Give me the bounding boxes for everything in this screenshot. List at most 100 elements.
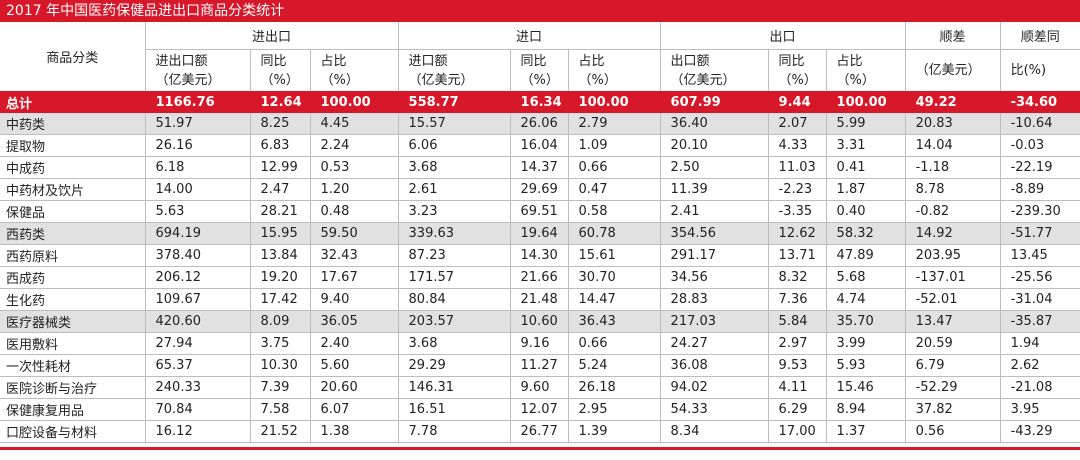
cell: 26.16: [144, 134, 251, 157]
group-row: 商品分类 进出口 进口 出口 顺差 顺差同: [0, 22, 1080, 93]
sub-header: 同比 （%）: [767, 49, 827, 93]
cell: 58.32: [825, 222, 906, 245]
cell: 6.07: [309, 398, 399, 421]
cell: -31.04: [999, 288, 1080, 311]
group-header: 顺差: [904, 22, 1001, 50]
cell: -51.77: [999, 222, 1080, 245]
header-cell: 商品分类: [0, 22, 146, 93]
rows-body: 中药类 51.97 8.25 4.45 15.57 26.06 2.79 36.40 2.07 5…: [0, 112, 1080, 443]
cell: 19.20: [249, 266, 311, 289]
cell: 26.18: [567, 376, 661, 399]
cell: 36.05: [309, 310, 399, 333]
cell: 26.77: [509, 420, 569, 443]
cell: 37.82: [904, 398, 1001, 421]
cell: 医用敷料: [0, 332, 146, 355]
cell: 339.63: [397, 222, 511, 245]
cell: 1.37: [825, 420, 906, 443]
cell: -52.01: [904, 288, 1001, 311]
cell: 5.99: [825, 112, 906, 135]
cell: -2.23: [767, 178, 827, 201]
cell: -25.56: [999, 266, 1080, 289]
cell: 9.16: [509, 332, 569, 355]
cell: 3.31: [825, 134, 906, 157]
bottom-rule: [0, 447, 1080, 450]
cell: 0.66: [567, 332, 661, 355]
row: 口腔设备与材料 16.12 21.52 1.38 7.78 26.77 1.39 8.34 17…: [0, 420, 1080, 443]
cell: 1.38: [309, 420, 399, 443]
cell: 51.97: [144, 112, 251, 135]
cell: 17.42: [249, 288, 311, 311]
cell: 6.29: [767, 398, 827, 421]
cell: 378.40: [144, 244, 251, 267]
cell: 3.75: [249, 332, 311, 355]
total-row: 总计 1166.76 12.64 100.00 558.77 16.34 100.00 607…: [0, 91, 1080, 113]
cell: 9.53: [767, 354, 827, 377]
cell: 7.36: [767, 288, 827, 311]
cell: 11.39: [659, 178, 769, 201]
cell: -239.30: [999, 200, 1080, 223]
cell: 13.71: [767, 244, 827, 267]
header-line: （%）: [320, 72, 359, 88]
cell: 54.33: [659, 398, 769, 421]
cell: 15.95: [249, 222, 311, 245]
cell: 5.68: [825, 266, 906, 289]
cell: 206.12: [144, 266, 251, 289]
cell: 保健品: [0, 200, 146, 223]
cell: 14.37: [509, 156, 569, 179]
cell: 2.62: [999, 354, 1080, 377]
cell: 7.39: [249, 376, 311, 399]
sub-header: 比(%): [999, 49, 1080, 93]
cell: 15.61: [567, 244, 661, 267]
row: 生化药 109.67 17.42 9.40 80.84 21.48 14.47 28.83 7.…: [0, 288, 1080, 311]
cell: 109.67: [144, 288, 251, 311]
sub-header: 出口额 （亿美元）: [659, 49, 769, 93]
cell: 3.68: [397, 332, 511, 355]
cell: 6.18: [144, 156, 251, 179]
cell: 20.83: [904, 112, 1001, 135]
cell: 一次性耗材: [0, 354, 146, 377]
group-header: 顺差同: [999, 22, 1080, 50]
cell: 0.58: [567, 200, 661, 223]
cell: 8.34: [659, 420, 769, 443]
cell: 8.94: [825, 398, 906, 421]
cell: 4.33: [767, 134, 827, 157]
cell: 5.60: [309, 354, 399, 377]
cell: 6.06: [397, 134, 511, 157]
cell: 1.94: [999, 332, 1080, 355]
cell: 26.06: [509, 112, 569, 135]
cell: 34.56: [659, 266, 769, 289]
cell: 中药类: [0, 112, 146, 135]
row: 保健品 5.63 28.21 0.48 3.23 69.51 0.58 2.41 -3.35 0.…: [0, 200, 1080, 223]
cell: 7.78: [397, 420, 511, 443]
cell: 36.40: [659, 112, 769, 135]
cell: 171.57: [397, 266, 511, 289]
cell: 8.78: [904, 178, 1001, 201]
cell: 217.03: [659, 310, 769, 333]
cell: 21.52: [249, 420, 311, 443]
cell: 47.89: [825, 244, 906, 267]
header-line: 占比: [836, 53, 863, 69]
header-line: （亿美元）: [155, 72, 221, 88]
cell: 80.84: [397, 288, 511, 311]
sub-header: 占比 （%）: [825, 49, 906, 93]
cell: 西药原料: [0, 244, 146, 267]
cell: 100.00: [567, 91, 661, 113]
cell: 8.09: [249, 310, 311, 333]
cell: 5.93: [825, 354, 906, 377]
cell: 3.23: [397, 200, 511, 223]
group-header: 进口: [397, 22, 661, 50]
cell: 35.70: [825, 310, 906, 333]
cell: 10.30: [249, 354, 311, 377]
cell: 28.83: [659, 288, 769, 311]
cell: 医疗器械类: [0, 310, 146, 333]
sub-header: 占比 （%）: [567, 49, 661, 93]
cell: 70.84: [144, 398, 251, 421]
cell: 5.24: [567, 354, 661, 377]
cell: 0.48: [309, 200, 399, 223]
cell: 558.77: [397, 91, 511, 113]
cell: 3.95: [999, 398, 1080, 421]
cell: 16.04: [509, 134, 569, 157]
cell: 生化药: [0, 288, 146, 311]
cell: 2.50: [659, 156, 769, 179]
row: 一次性耗材 65.37 10.30 5.60 29.29 11.27 5.24 36.08 9.…: [0, 354, 1080, 377]
